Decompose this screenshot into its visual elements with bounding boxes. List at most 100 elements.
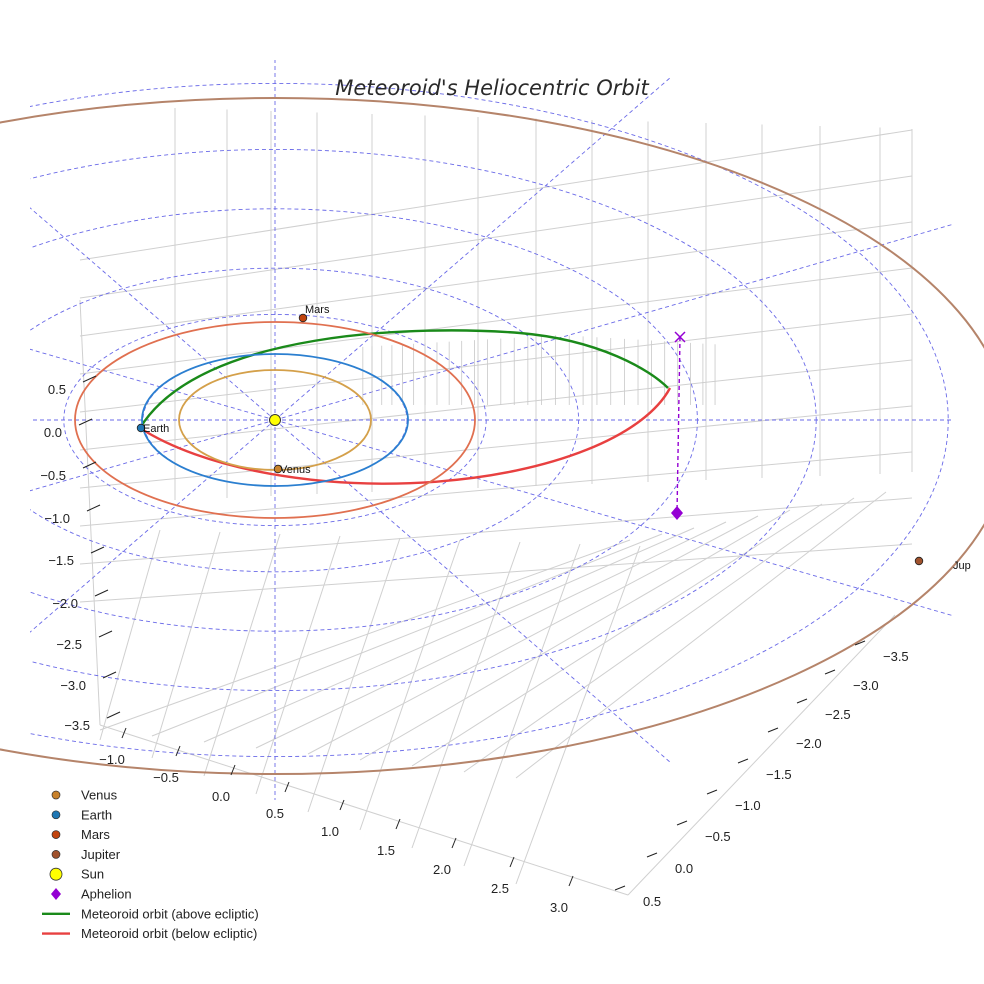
grid-line [79,313,913,413]
grid-line [79,129,913,261]
z-tick [102,671,117,679]
orbit-jupiter [0,97,984,775]
x-tick-label: 0.5 [266,806,284,821]
ecliptic-radial [274,419,672,764]
z-tick [82,461,97,469]
grid-line [359,509,791,761]
grid-line [463,543,581,867]
legend-marker [51,888,61,900]
planet-earth [136,423,146,433]
x-tick [175,745,181,757]
z-tick-label: 0.5 [48,382,66,397]
planet-venus [273,464,283,474]
ecliptic-radial [30,419,276,492]
y-tick-label: −2.5 [825,707,851,722]
x-tick [284,781,290,793]
x-tick-label: −1.0 [99,752,125,767]
grid-line [515,545,641,885]
x-tick [121,727,127,739]
y-tick-label: −3.0 [853,678,879,693]
orbit-mars [74,321,476,519]
ecliptic-grid [30,60,954,800]
legend-label: Meteoroid orbit (below ecliptic) [81,926,257,941]
y-tick [676,820,688,826]
sun-marker [269,414,281,426]
legend-label: Venus [81,788,118,803]
y-tick-label: −1.0 [735,798,761,813]
legend-marker [51,790,61,800]
aphelion-x-marker [674,331,686,343]
z-tick-label: −2.0 [52,596,78,611]
grid-line [99,539,631,731]
ecliptic-radial [274,223,954,421]
z-tick [94,589,109,597]
grid-line [411,503,823,767]
legend-label: Mars [81,827,110,842]
x-tick [509,856,515,868]
z-tick-label: −3.5 [64,718,90,733]
y-tick-label: −0.5 [705,829,731,844]
grid-line [307,537,401,813]
x-tick [339,799,345,811]
x-tick-label: 1.0 [321,824,339,839]
grid-line [627,614,896,896]
grid-line [99,724,629,896]
y-tick [767,727,779,733]
ecliptic-radial [274,76,672,421]
x-tick-label: 1.5 [377,843,395,858]
z-tick-label: −2.5 [56,637,82,652]
grid-line [79,543,913,603]
grid-line [79,175,913,299]
z-tick-label: 0.0 [44,425,62,440]
orbit-layer: Venus Earth Mars Jup [0,97,984,775]
y-tick-label: 0.5 [643,894,661,909]
grid-line [79,221,913,337]
grid-line [79,299,101,726]
x-tick [451,837,457,849]
y-tick-label: 0.0 [675,861,693,876]
x-tick [395,818,401,830]
grid-line [203,527,695,743]
grid-line [307,515,759,755]
grid-line [411,541,521,849]
legend-marker [49,867,63,881]
legend-label: Sun [81,867,104,882]
y-tick [646,852,658,858]
orbit-earth [141,353,409,487]
x-tick-label: −0.5 [153,770,179,785]
y-tick-label: −3.5 [883,649,909,664]
x-tick-label: 2.5 [491,881,509,896]
x-tick-label: 2.0 [433,862,451,877]
legend-label: Aphelion [81,887,132,902]
planet-mars [298,313,308,323]
legend-label: Meteoroid orbit (above ecliptic) [81,906,259,921]
orbit-above-ecliptic [138,329,669,429]
z-tick-label: −3.0 [60,678,86,693]
axis-layer: 0.50.0−0.5−1.0−1.5−2.0−2.5−3.0−3.5−1.0−0… [40,375,909,915]
legend-marker [51,850,61,859]
y-tick-label: −2.0 [796,736,822,751]
grid-line [79,359,913,451]
grid-line [151,533,663,737]
grid-line [151,531,221,759]
label-venus: Venus [280,464,311,476]
planet-jupiter [914,556,924,566]
x-tick [568,875,574,887]
z-tick [90,546,105,554]
aphelion-marker [671,506,683,520]
aphelion-projection [676,336,681,514]
y-tick [737,758,749,764]
grid-line [79,497,913,565]
legend-label: Earth [81,807,112,822]
label-jupiter: Jup [953,560,971,572]
x-tick-label: 0.0 [212,789,230,804]
z-tick [78,418,93,426]
y-tick-label: −1.5 [766,767,792,782]
z-tick [82,375,97,383]
y-tick [706,789,718,795]
z-tick-label: −0.5 [40,468,66,483]
grid-line [463,497,855,773]
y-tick [614,885,626,891]
legend: Venus Earth Mars Jupiter Sun Aphelion Meteoroi… [42,788,259,941]
ecliptic-radial [30,207,276,421]
